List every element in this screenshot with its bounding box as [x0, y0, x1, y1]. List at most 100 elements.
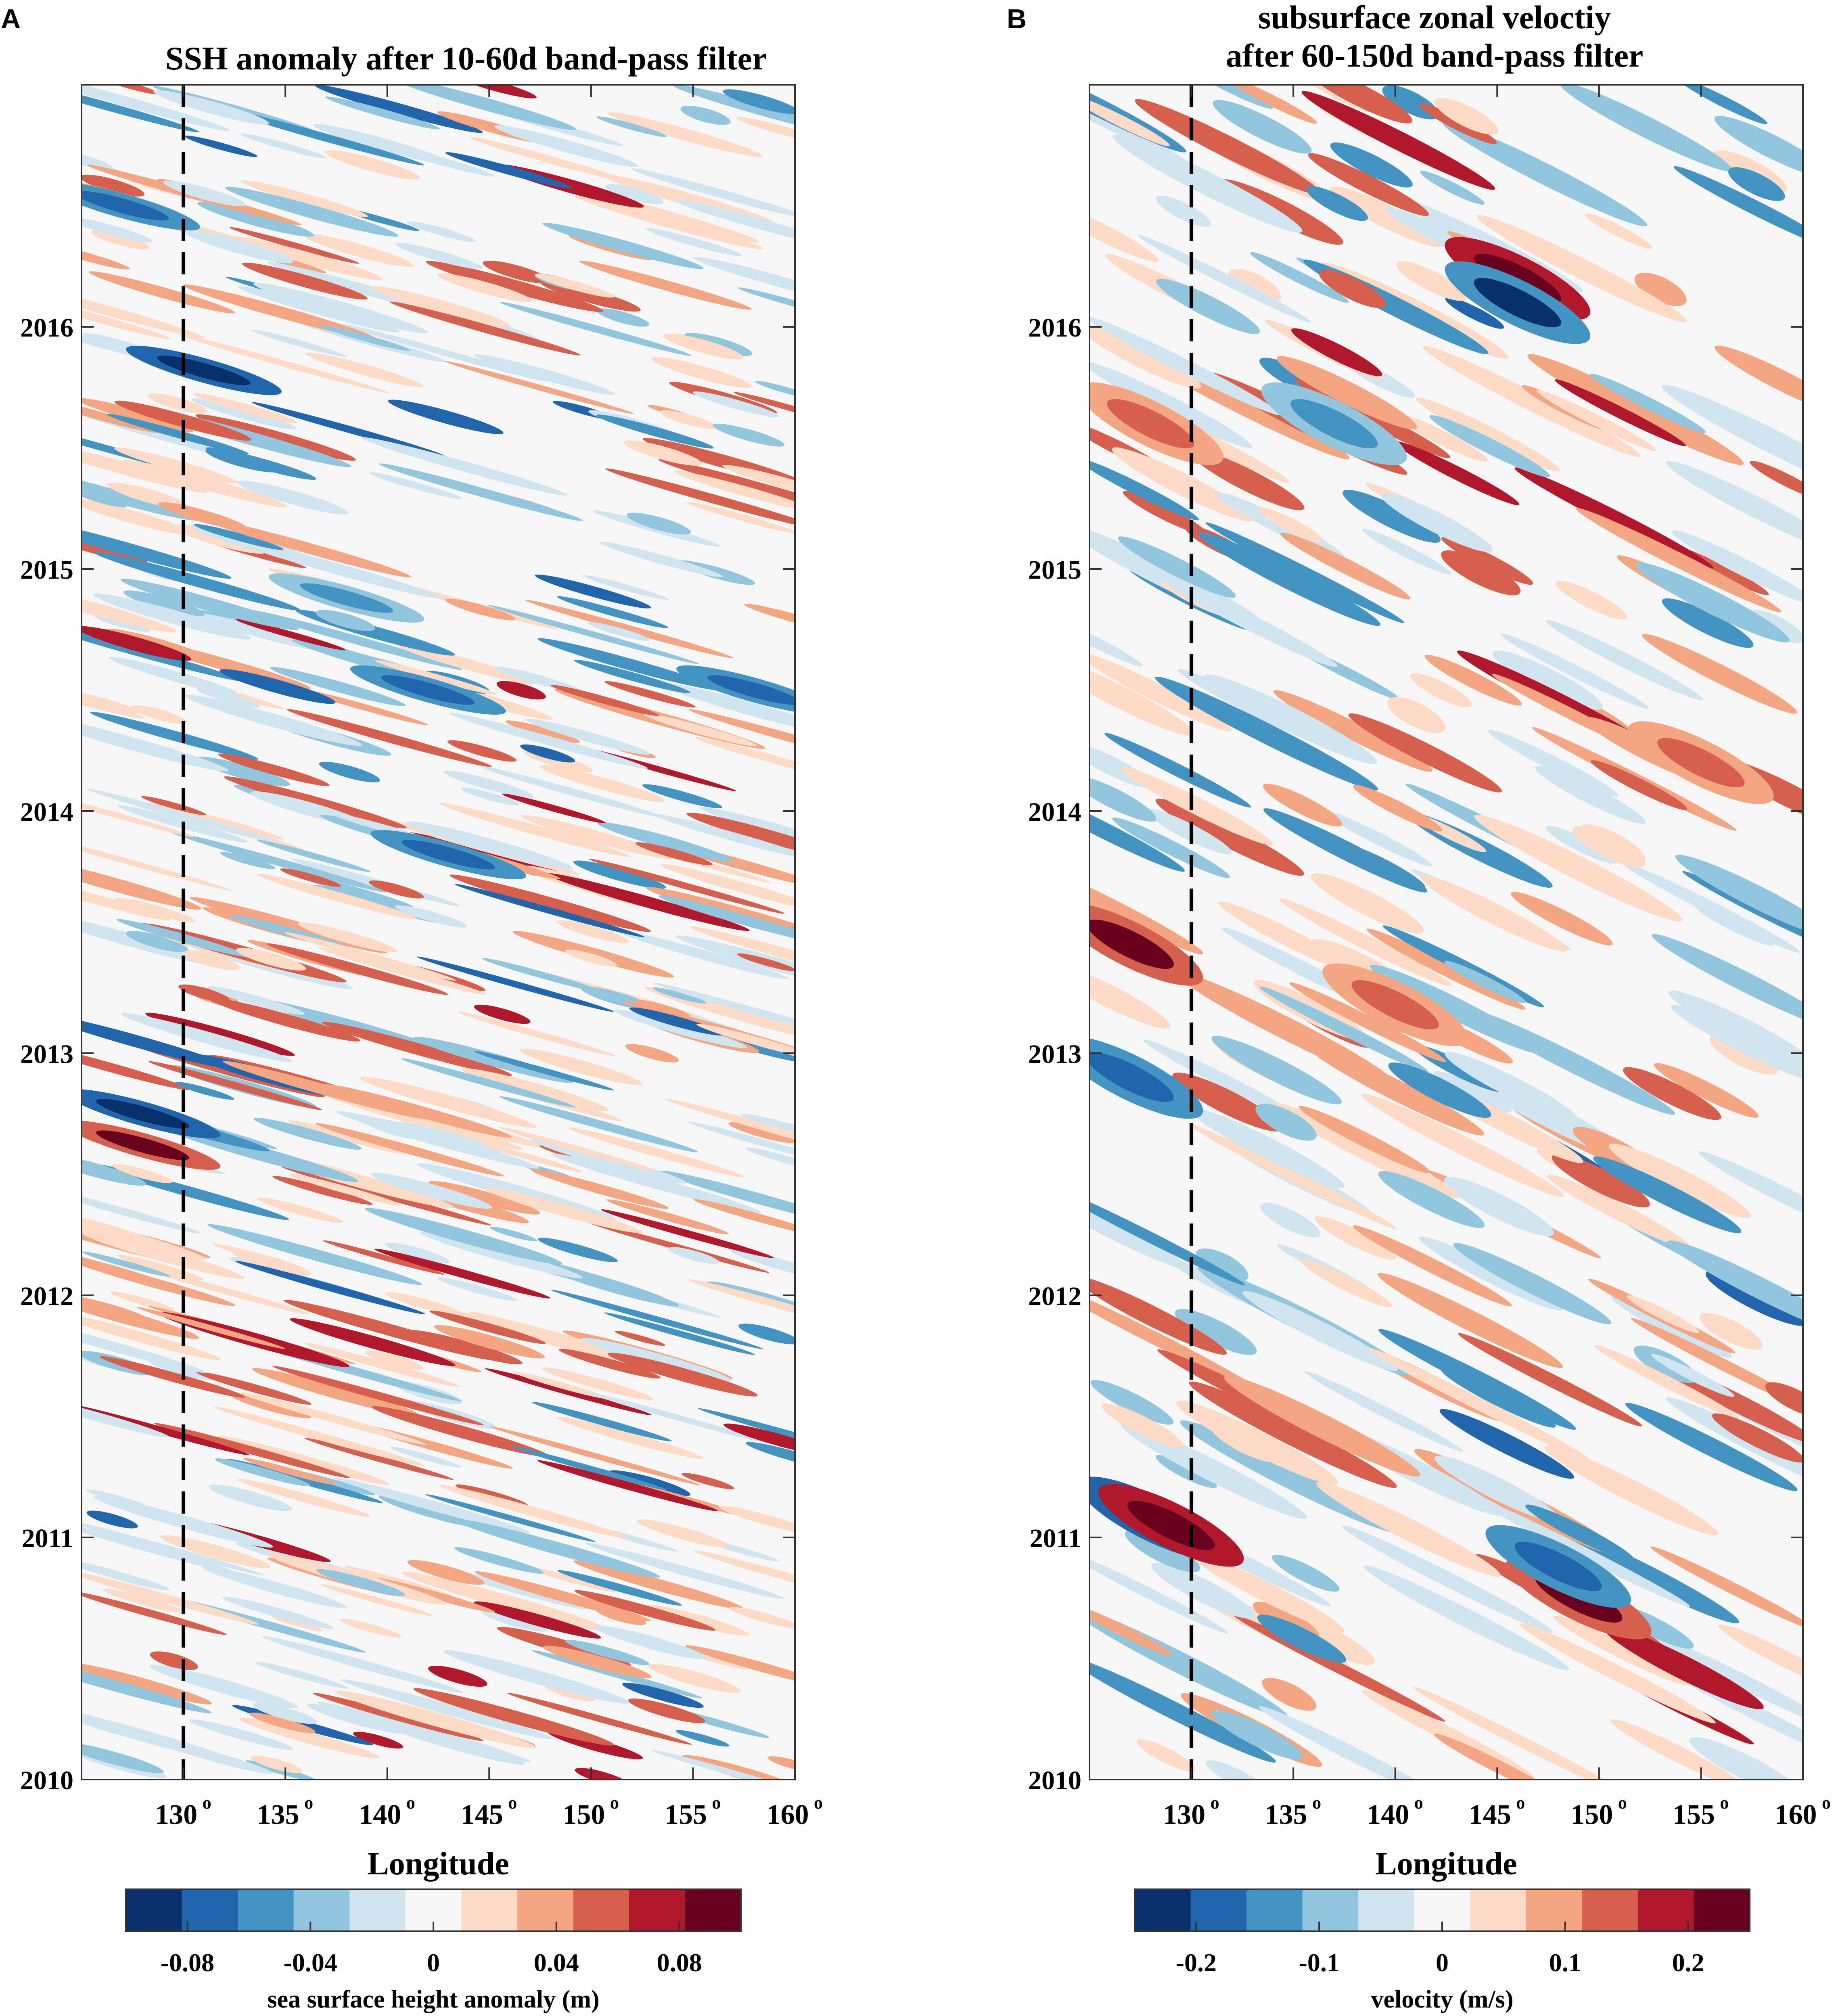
anomaly-streak: [1445, 297, 1504, 329]
anomaly-streak: [420, 1232, 583, 1279]
anomaly-streak: [245, 1760, 317, 1780]
anomaly-streak: [390, 1447, 461, 1468]
colorbar-tick-label: 0.1: [1549, 1948, 1581, 1977]
anomaly-streak: [426, 261, 604, 312]
anomaly-streak: [270, 667, 406, 707]
anomaly-streak: [487, 605, 699, 664]
anomaly-streak: [1155, 799, 1304, 876]
anomaly-streak: [1712, 1413, 1803, 1463]
anomaly-streak: [648, 1664, 741, 1693]
anomaly-streak: [1112, 817, 1230, 878]
x-tick-degree: o: [406, 1793, 415, 1813]
anomaly-streak: [230, 1393, 312, 1418]
anomaly-streak: [1671, 1005, 1803, 1082]
anomaly-streak: [449, 874, 651, 932]
anomaly-streak: [583, 575, 669, 600]
anomaly-streak: [189, 1719, 293, 1750]
anomaly-streak: [416, 956, 614, 1012]
anomaly-streak: [100, 1356, 246, 1398]
anomaly-streak: [659, 895, 795, 945]
anomaly-streak: [238, 1479, 370, 1517]
anomaly-streak: [195, 757, 290, 786]
anomaly-streak: [461, 1068, 609, 1111]
anomaly-streak: [371, 1173, 492, 1209]
anomaly-streak: [1527, 354, 1744, 465]
anomaly-streak: [1594, 1345, 1739, 1419]
anomaly-streak: [644, 713, 757, 747]
anomaly-streak: [586, 1543, 784, 1599]
x-tick-degree: o: [1414, 1793, 1423, 1813]
anomaly-streak: [574, 659, 690, 694]
anomaly-streak: [1138, 234, 1311, 323]
anomaly-streak: [1458, 1333, 1642, 1426]
anomaly-streak: [215, 1458, 311, 1487]
anomaly-streak: [596, 414, 714, 449]
anomaly-streak: [675, 199, 795, 247]
anomaly-streak: [673, 85, 795, 137]
anomaly-streak: [498, 1127, 659, 1172]
anomaly-streak: [82, 1044, 189, 1090]
anomaly-streak: [688, 1279, 795, 1325]
x-tick-degree: o: [1720, 1793, 1729, 1813]
anomaly-streak: [1338, 843, 1426, 889]
anomaly-streak: [1242, 1291, 1398, 1371]
heatmap-b: [1089, 85, 1803, 1780]
anomaly-streak: [1662, 385, 1803, 499]
anomaly-streak: [1156, 1455, 1217, 1488]
anomaly-streak: [82, 1312, 221, 1360]
anomaly-streak: [123, 590, 205, 616]
anomaly-streak: [1341, 1525, 1553, 1633]
anomaly-streak: [475, 1571, 650, 1621]
colorbar-swatch: [182, 1889, 238, 1931]
anomaly-streak: [1311, 873, 1424, 934]
anomaly-streak: [148, 393, 207, 414]
anomaly-streak: [511, 1446, 667, 1490]
colorbar-swatch: [1637, 1889, 1694, 1931]
anomaly-streak: [1089, 652, 1232, 731]
anomaly-streak: [1476, 215, 1687, 322]
anomaly-streak: [414, 1037, 574, 1083]
anomaly-streak: [82, 517, 232, 579]
anomaly-streak: [82, 1251, 170, 1277]
colorbar-tick-label: 0.2: [1672, 1948, 1704, 1977]
anomaly-streak: [604, 1312, 755, 1355]
anomaly-streak: [437, 273, 532, 302]
anomaly-streak: [1573, 826, 1646, 868]
anomaly-streak: [144, 1268, 309, 1315]
anomaly-streak: [556, 920, 629, 943]
anomaly-streak: [615, 1330, 665, 1346]
anomaly-streak: [262, 1636, 464, 1693]
x-tick-label: 130: [155, 1799, 197, 1830]
anomaly-streak: [209, 1484, 293, 1512]
x-tick-degree: o: [1822, 1793, 1831, 1813]
anomaly-streak: [730, 1249, 795, 1282]
y-tick-label: 2011: [1030, 1524, 1081, 1553]
anomaly-streak: [607, 1353, 758, 1397]
feature-core-1: [96, 1099, 190, 1129]
anomaly-streak: [82, 1290, 199, 1339]
anomaly-streak: [574, 1590, 715, 1631]
anomaly-streak: [1260, 1202, 1321, 1238]
anomaly-streak: [82, 1663, 212, 1704]
anomaly-streak: [575, 1768, 629, 1780]
x-tick-degree: o: [1618, 1793, 1627, 1813]
y-tick-label: 2014: [20, 797, 73, 827]
anomaly-streak: [1698, 1151, 1803, 1234]
anomaly-streak: [1218, 901, 1358, 974]
anomaly-streak: [1189, 1381, 1397, 1488]
anomaly-streak: [1211, 1035, 1342, 1104]
anomaly-streak: [1322, 809, 1432, 866]
anomaly-streak: [439, 803, 630, 857]
anomaly-streak: [324, 1084, 512, 1138]
anomaly-streak: [197, 202, 314, 237]
anomaly-streak: [1419, 103, 1497, 144]
anomaly-streak: [222, 1596, 334, 1629]
anomaly-streak: [272, 1615, 322, 1631]
anomaly-streak: [1666, 461, 1803, 553]
anomaly-streak: [628, 1698, 705, 1723]
anomaly-streak: [1316, 1482, 1501, 1577]
anomaly-streak: [82, 174, 145, 197]
anomaly-streak: [341, 1679, 553, 1740]
title-b-line1: subsurface zonal veloctiy: [1258, 0, 1611, 36]
x-axis-b: 130 o 135 o 140 o 145 o 150 o 155 o 160 o: [1163, 85, 1831, 1830]
